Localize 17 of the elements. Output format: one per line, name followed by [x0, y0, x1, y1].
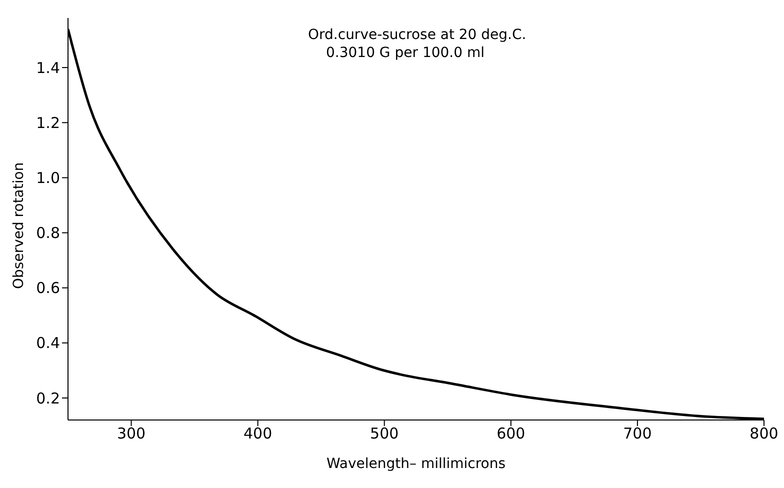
text: Ord.curve-sucrose at 20 deg.C. — [308, 26, 526, 44]
y-tick-label: 1.0 — [36, 169, 60, 188]
y-tick-label: 0.2 — [36, 389, 60, 408]
x-tick-label: 800 — [750, 424, 778, 443]
y-tick-label: 0.8 — [36, 224, 60, 242]
x-tick-label: 600 — [496, 424, 526, 443]
y-tick-label: 0.4 — [36, 334, 60, 352]
x-tick-label: 700 — [623, 424, 652, 443]
x-tick-label: 300 — [116, 424, 146, 443]
y-tick-label: 1.4 — [36, 58, 60, 77]
y-axis-title: Observed rotation — [10, 162, 27, 289]
x-tick-label: 400 — [244, 424, 272, 443]
y-tick-label: 0.6 — [36, 279, 60, 298]
y-tick-label: 1.2 — [36, 114, 60, 132]
x-axis-title: Wavelength– millimicrons — [326, 456, 506, 472]
text: 0.3010 G per 100.0 ml — [325, 44, 486, 62]
x-tick-label: 500 — [370, 424, 399, 443]
